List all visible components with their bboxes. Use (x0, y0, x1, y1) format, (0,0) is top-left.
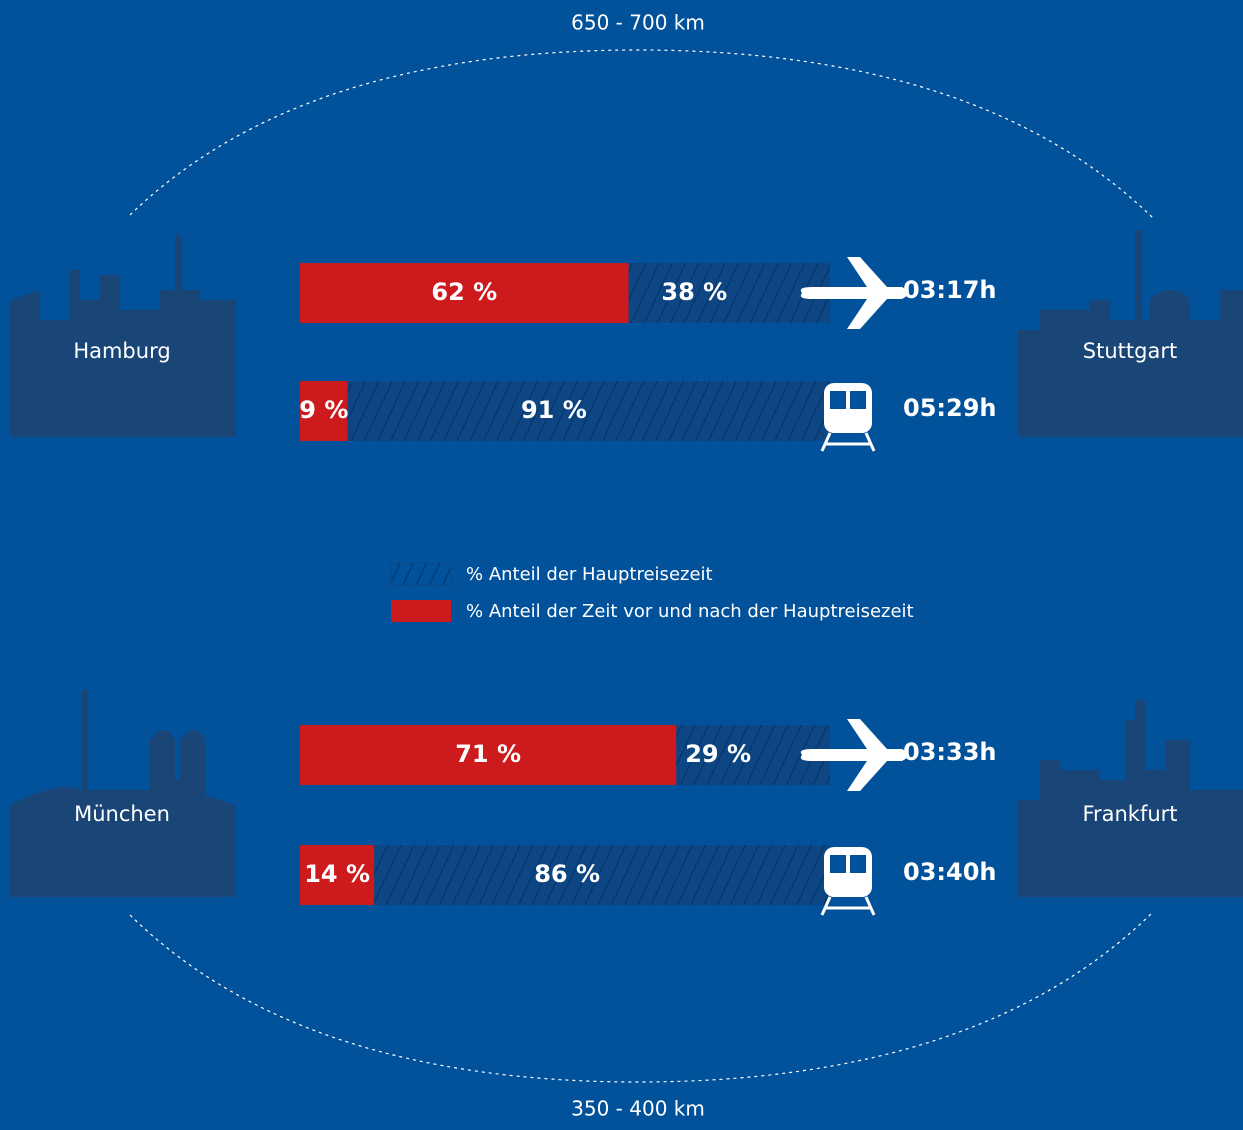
bar-segment (300, 725, 677, 785)
legend-swatch (390, 562, 452, 586)
train-window (850, 855, 866, 873)
train-window (850, 391, 866, 409)
distance-label: 650 - 700 km (571, 11, 705, 35)
value-label: 86 % (534, 860, 600, 888)
value-label: 62 % (431, 278, 497, 306)
bar-segment (300, 263, 629, 323)
value-label: 29 % (685, 740, 751, 768)
plane-icon (800, 257, 908, 329)
city-label: München (74, 802, 170, 826)
value-label: 9 % (299, 396, 348, 424)
value-label: 91 % (521, 396, 587, 424)
city-label: Frankfurt (1082, 802, 1177, 826)
route-arc (129, 49, 1154, 219)
travel-time: 05:29h (903, 394, 996, 422)
city-label: Hamburg (73, 339, 170, 363)
legend-swatch (391, 600, 451, 622)
city-label: Stuttgart (1083, 339, 1177, 363)
train-rails (820, 432, 876, 452)
route-arc (129, 911, 1154, 1083)
bar-segment (628, 263, 830, 323)
value-label: 71 % (455, 740, 521, 768)
travel-time: 03:17h (903, 276, 996, 304)
legend-label: % Anteil der Hauptreisezeit (466, 564, 713, 585)
bar-segment (300, 381, 348, 441)
travel-time: 03:40h (903, 858, 996, 886)
skylines (10, 230, 1243, 897)
legend: % Anteil der Hauptreisezeit % Anteil der… (390, 562, 914, 622)
bar-segment (300, 845, 375, 905)
distance-label: 350 - 400 km (571, 1097, 705, 1121)
plane-icon (800, 719, 908, 791)
bar-segment (374, 845, 830, 905)
value-label: 38 % (661, 278, 727, 306)
value-label: 14 % (304, 860, 370, 888)
train-window (830, 855, 846, 873)
train-window (830, 391, 846, 409)
legend-label: % Anteil der Zeit vor und nach der Haupt… (466, 601, 914, 622)
train-rails (820, 896, 876, 916)
travel-time: 03:33h (903, 738, 996, 766)
bar-segment (347, 381, 830, 441)
